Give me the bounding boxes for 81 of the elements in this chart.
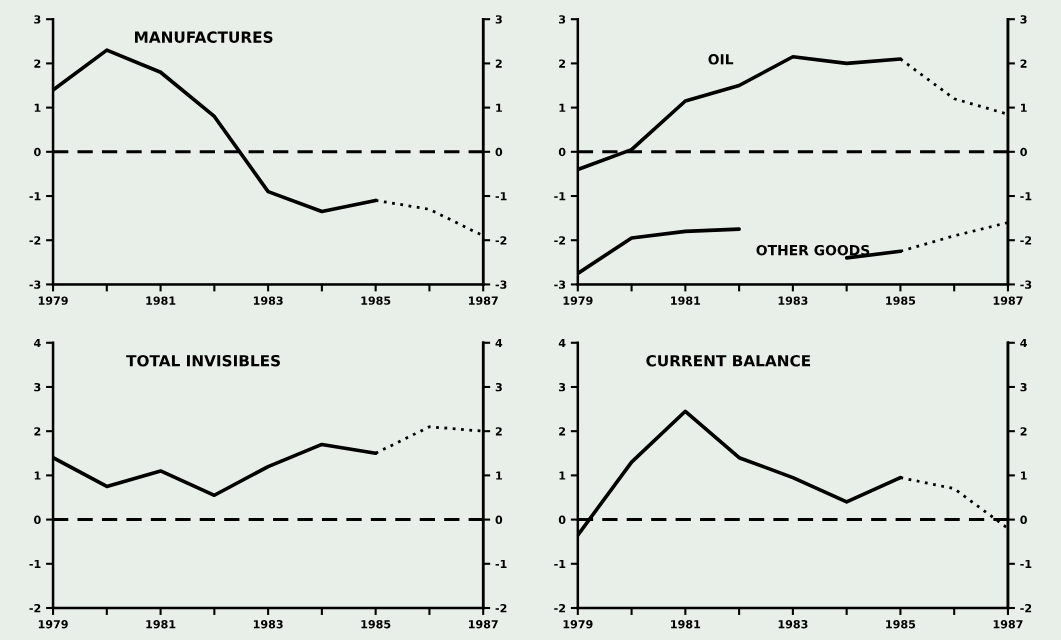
y2-tick-label: -1: [495, 192, 507, 201]
y-tick-label: -1: [29, 192, 41, 201]
y-tick-label: 0: [34, 515, 41, 524]
x-tick-label: 1981: [146, 620, 176, 629]
y-tick-label: 1: [34, 103, 41, 112]
y2-tick-label: -2: [1020, 236, 1032, 245]
y2-tick-label: 1: [496, 103, 502, 112]
y-tick-label: 2: [34, 427, 41, 436]
y2-tick-label: 4: [1020, 338, 1027, 347]
x-tick-label: 1983: [778, 296, 808, 305]
y2-tick-label: 3: [1020, 382, 1027, 392]
y-tick-label: 2: [559, 427, 566, 436]
y-tick-label: 4: [34, 338, 41, 347]
x-tick-label: 1983: [253, 296, 283, 305]
x-tick-label: 1981: [671, 296, 701, 305]
y-tick-label: -2: [554, 236, 566, 245]
y2-tick-label: 3: [495, 15, 502, 24]
y2-tick-label: 0: [495, 147, 503, 157]
y2-tick-label: -3: [495, 280, 507, 289]
y2-tick-label: -2: [495, 603, 507, 613]
y2-tick-label: 1: [1021, 471, 1027, 480]
y2-tick-label: 2: [1020, 59, 1027, 68]
y-tick-label: -2: [29, 603, 41, 613]
y2-tick-label: 1: [496, 471, 502, 480]
x-tick-label: 1985: [886, 620, 916, 629]
y2-tick-label: 3: [495, 382, 502, 392]
x-tick-label: 1983: [778, 620, 808, 629]
y-tick-label: -3: [29, 280, 41, 289]
x-tick-label: 1979: [563, 296, 593, 305]
y-tick-label: -1: [29, 559, 41, 569]
y-tick-label: -2: [29, 236, 41, 245]
x-tick-label: 1981: [671, 620, 701, 629]
text: CURRENT BALANCE: [646, 354, 811, 367]
y-tick-label: 3: [34, 15, 41, 24]
y-tick-label: 4: [558, 338, 566, 347]
y2-tick-label: 0: [1020, 147, 1027, 157]
y-tick-label: -1: [554, 192, 566, 201]
series-label: OTHER GOODS: [756, 244, 870, 256]
y-tick-label: 1: [559, 103, 566, 112]
y2-tick-label: -3: [1020, 280, 1032, 289]
y-tick-label: 1: [34, 471, 41, 480]
text: TOTAL INVISIBLES: [126, 354, 280, 367]
y2-tick-label: -1: [1020, 559, 1032, 569]
y-tick-label: -2: [554, 603, 566, 613]
x-tick-label: 1979: [38, 296, 68, 305]
y2-tick-label: -1: [1020, 192, 1032, 201]
y-tick-label: 3: [559, 382, 566, 392]
y2-tick-label: 4: [495, 338, 503, 347]
y-tick-label: 0: [34, 147, 41, 157]
y2-tick-label: -2: [495, 236, 507, 245]
y2-tick-label: 3: [1020, 15, 1027, 24]
x-tick-label: 1987: [993, 296, 1023, 305]
y-tick-label: 3: [559, 15, 566, 24]
y-tick-label: 2: [34, 59, 41, 68]
y-tick-label: 1: [559, 471, 566, 480]
y2-tick-label: -2: [1020, 603, 1032, 613]
y2-tick-label: 1: [1021, 103, 1027, 112]
x-tick-label: 1985: [886, 296, 916, 305]
y-tick-label: -3: [554, 280, 566, 289]
x-tick-label: 1987: [993, 620, 1023, 629]
series-label: OIL: [708, 54, 734, 65]
y-tick-label: 0: [558, 515, 566, 524]
x-tick-label: 1985: [361, 296, 391, 305]
x-tick-label: 1979: [38, 620, 68, 629]
y-tick-label: 0: [558, 147, 566, 157]
y2-tick-label: 0: [495, 515, 503, 524]
y2-tick-label: 0: [1020, 515, 1027, 524]
x-tick-label: 1981: [146, 296, 176, 305]
y2-tick-label: 2: [495, 59, 502, 68]
y2-tick-label: -1: [495, 559, 507, 569]
text: MANUFACTURES: [135, 31, 273, 43]
x-tick-label: 1979: [563, 620, 593, 629]
y-tick-label: 2: [559, 59, 566, 68]
y-tick-label: 3: [34, 382, 41, 392]
x-tick-label: 1987: [468, 620, 498, 629]
x-tick-label: 1985: [361, 620, 391, 629]
x-tick-label: 1987: [468, 296, 498, 305]
y2-tick-label: 2: [1020, 427, 1027, 436]
y-tick-label: -1: [554, 559, 566, 569]
y2-tick-label: 2: [495, 427, 502, 436]
x-tick-label: 1983: [253, 620, 283, 629]
